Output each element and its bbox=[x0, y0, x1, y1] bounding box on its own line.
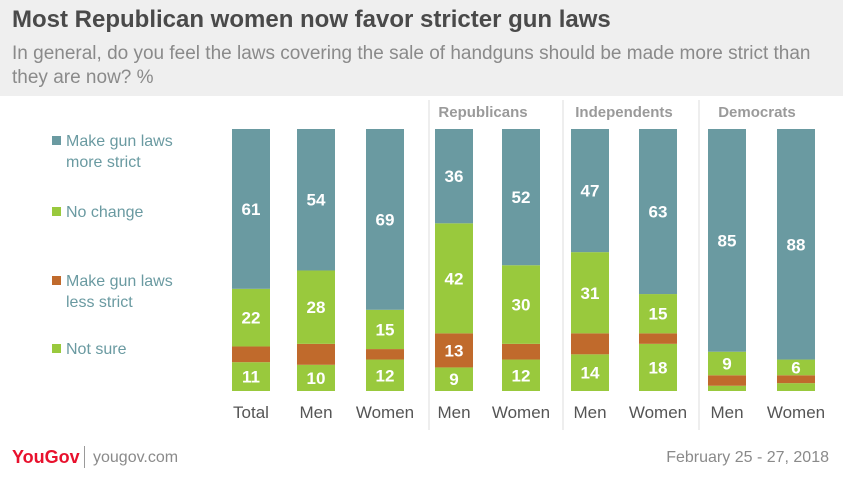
bar-segment bbox=[639, 129, 677, 295]
chart-subtitle: In general, do you feel the laws coverin… bbox=[12, 43, 811, 88]
legend-swatch bbox=[52, 344, 61, 353]
legend-label: Make gun laws bbox=[66, 273, 173, 290]
category-label: Men bbox=[573, 403, 606, 422]
bar-segment bbox=[777, 359, 815, 376]
chart-title: Most Republican women now favor stricter… bbox=[12, 6, 611, 33]
bar-segment bbox=[435, 333, 473, 368]
legend-swatch bbox=[52, 207, 61, 216]
bar-segment bbox=[297, 270, 335, 344]
legend-label: Not sure bbox=[66, 341, 127, 358]
bar-segment bbox=[639, 333, 677, 344]
data-label: 52 bbox=[512, 188, 531, 207]
category-label: Total bbox=[233, 403, 269, 422]
bar-segment bbox=[639, 343, 677, 391]
group-header: Republicans bbox=[438, 104, 527, 121]
legend-label: less strict bbox=[66, 294, 133, 311]
data-label: 31 bbox=[581, 284, 600, 303]
bar-segment bbox=[639, 294, 677, 334]
bar-segment bbox=[708, 385, 746, 391]
bar-segment bbox=[232, 288, 270, 347]
bar-segment bbox=[777, 375, 815, 384]
group-header: Democrats bbox=[718, 104, 796, 121]
bar-segment bbox=[708, 351, 746, 376]
data-label: 54 bbox=[307, 191, 326, 210]
bar-segment bbox=[571, 354, 609, 391]
bar-segment bbox=[366, 309, 404, 350]
bar-segment bbox=[708, 129, 746, 352]
legend-label: Make gun laws bbox=[66, 133, 173, 150]
bar-segment bbox=[366, 359, 404, 391]
category-label: Men bbox=[710, 403, 743, 422]
category-label: Women bbox=[767, 403, 825, 422]
bar-segment bbox=[366, 349, 404, 360]
bar-segment bbox=[232, 129, 270, 289]
data-label: 47 bbox=[581, 182, 600, 201]
bar-segment bbox=[502, 343, 540, 360]
legend-swatch bbox=[52, 276, 61, 285]
bar-segment bbox=[502, 265, 540, 344]
legend-label: No change bbox=[66, 204, 143, 221]
data-label: 63 bbox=[649, 203, 668, 222]
group-header: Independents bbox=[575, 104, 673, 121]
footer-date: February 25 - 27, 2018 bbox=[666, 449, 829, 466]
bar-segment bbox=[708, 375, 746, 386]
bar-segment bbox=[571, 129, 609, 253]
data-label: 22 bbox=[242, 309, 261, 328]
category-label: Men bbox=[437, 403, 470, 422]
data-label: 15 bbox=[649, 305, 668, 324]
data-label: 11 bbox=[242, 368, 260, 387]
data-label: 9 bbox=[722, 354, 731, 373]
bar-segment bbox=[232, 346, 270, 363]
bar-segment bbox=[571, 333, 609, 355]
data-label: 61 bbox=[242, 200, 261, 219]
data-label: 28 bbox=[307, 298, 326, 317]
data-label: 18 bbox=[649, 358, 668, 377]
data-label: 6 bbox=[791, 358, 800, 377]
category-label: Women bbox=[629, 403, 687, 422]
category-label: Women bbox=[492, 403, 550, 422]
bar-segment bbox=[777, 129, 815, 360]
data-label: 88 bbox=[787, 235, 806, 254]
bar-segment bbox=[435, 223, 473, 334]
bar-segment bbox=[502, 129, 540, 266]
footer-site: yougov.com bbox=[93, 449, 179, 466]
stacked-bar-chart: Republicans Independents Democrats 11 22 61 To… bbox=[52, 100, 825, 430]
bar-segment bbox=[297, 129, 335, 271]
data-label: 14 bbox=[581, 364, 600, 383]
data-label: 12 bbox=[512, 366, 531, 385]
legend-label: more strict bbox=[66, 154, 141, 171]
bar-segment bbox=[571, 252, 609, 334]
bar-segment bbox=[777, 383, 815, 391]
bar-segment bbox=[297, 343, 335, 365]
category-label: Women bbox=[356, 403, 414, 422]
legend-swatch bbox=[52, 136, 61, 145]
bar-segment bbox=[435, 367, 473, 391]
data-label: 12 bbox=[376, 366, 395, 385]
data-label: 9 bbox=[449, 370, 458, 389]
bar-segment bbox=[366, 129, 404, 310]
data-label: 10 bbox=[307, 369, 326, 388]
yougov-logo: YouGov bbox=[12, 447, 80, 467]
header-band: Most Republican women now favor stricter… bbox=[0, 0, 843, 96]
data-label: 85 bbox=[718, 231, 737, 250]
data-label: 15 bbox=[376, 320, 395, 339]
data-label: 13 bbox=[445, 341, 464, 360]
data-label: 36 bbox=[445, 167, 464, 186]
data-label: 30 bbox=[512, 296, 531, 315]
bar-segment bbox=[232, 362, 270, 391]
category-label: Men bbox=[299, 403, 332, 422]
data-label: 69 bbox=[376, 210, 395, 229]
bar-segment bbox=[435, 129, 473, 224]
footer-divider bbox=[84, 446, 85, 468]
data-label: 42 bbox=[445, 269, 464, 288]
bar-segment bbox=[502, 359, 540, 391]
bar-segment bbox=[297, 364, 335, 391]
